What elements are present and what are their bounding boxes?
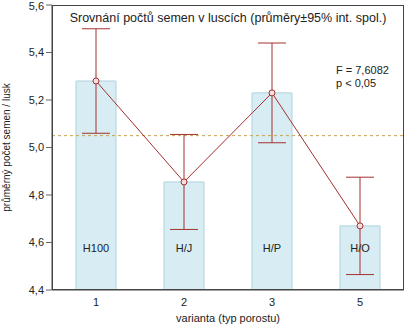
- html-text:p < 0,05: p < 0,05: [336, 77, 377, 89]
- svg-text:H100: H100: [83, 242, 109, 254]
- svg-text:5,6: 5,6: [29, 0, 44, 12]
- html-text:Srovnání počtů semen v luscích: Srovnání počtů semen v luscích (průměry±…: [69, 11, 387, 25]
- html-text:F = 7,6082: F = 7,6082: [336, 64, 389, 76]
- svg-text:H/P: H/P: [263, 242, 281, 254]
- svg-text:5,0: 5,0: [29, 141, 44, 153]
- svg-text:2: 2: [181, 296, 187, 308]
- svg-text:5,2: 5,2: [29, 94, 44, 106]
- svg-text:1: 1: [93, 296, 99, 308]
- svg-text:4,4: 4,4: [29, 284, 44, 296]
- svg-text:5: 5: [357, 296, 363, 308]
- svg-text:H/O: H/O: [350, 242, 370, 254]
- svg-text:4,8: 4,8: [29, 189, 44, 201]
- svg-text:5,4: 5,4: [29, 46, 44, 58]
- svg-text:průměrný počet semen / lusk: průměrný počet semen / lusk: [8, 82, 12, 211]
- svg-text:3: 3: [269, 296, 275, 308]
- svg-text:4,6: 4,6: [29, 236, 44, 248]
- svg-text:H/J: H/J: [176, 242, 193, 254]
- svg-text:varianta (typ porostu): varianta (typ porostu): [176, 312, 280, 324]
